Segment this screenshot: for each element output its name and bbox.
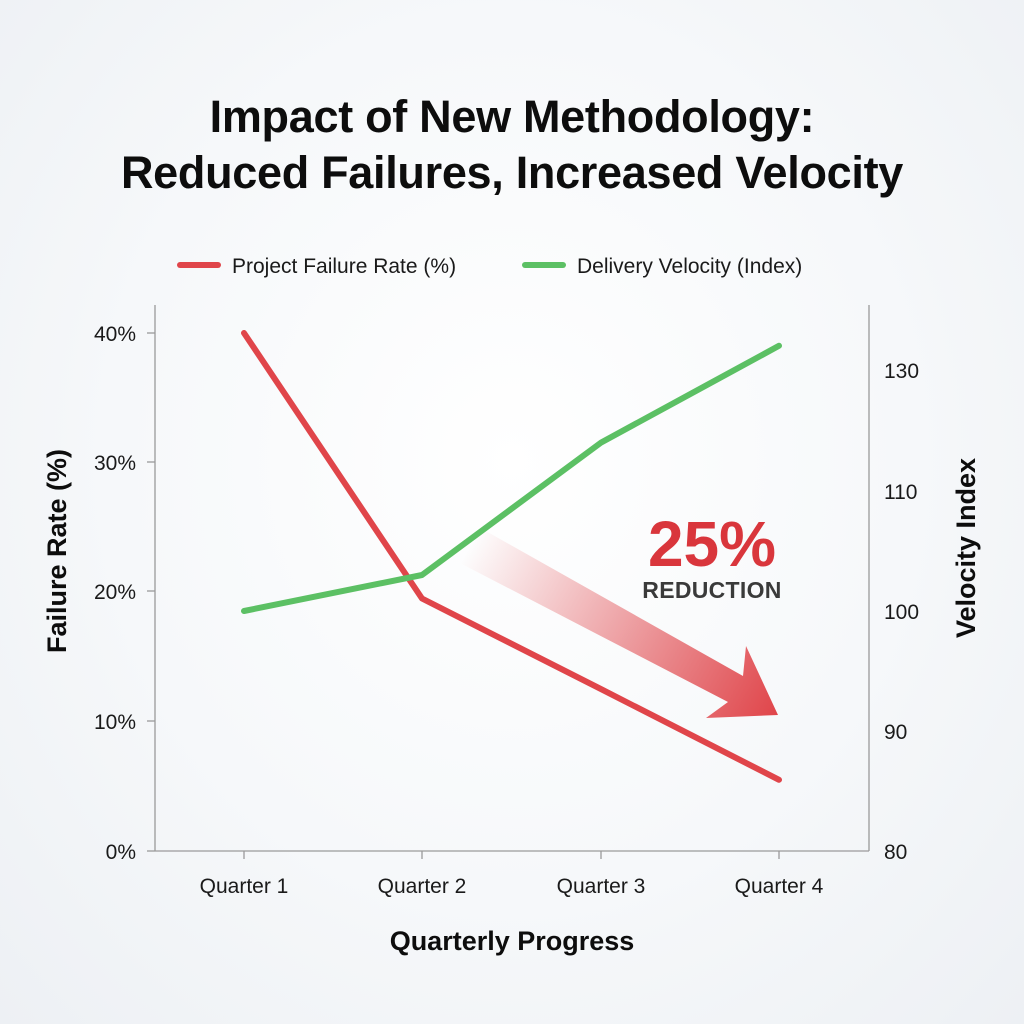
legend-label-failure-rate: Project Failure Rate (%) [232,255,456,278]
right-y-tick-label: 130 [884,360,919,383]
x-tick-label: Quarter 1 [200,875,289,898]
legend-label-velocity: Delivery Velocity (Index) [577,255,802,278]
x-tick-label: Quarter 2 [378,875,467,898]
chart-title-line-2: Reduced Failures, Increased Velocity [120,147,904,198]
left-y-tick-label: 20% [94,581,136,604]
series-line-velocity [241,342,782,614]
x-tick-label: Quarter 3 [557,875,646,898]
legend: Project Failure Rate (%) Delivery Veloci… [177,255,802,278]
right-y-tick-label: 110 [884,481,917,504]
left-y-axis-title: Failure Rate (%) [42,449,72,653]
right-y-axis-title: Velocity Index [951,458,981,638]
chart-title-line-1: Impact of New Methodology: [209,91,815,142]
reduction-callout-label: REDUCTION [642,577,781,603]
right-y-tick-labels: 80 90 100 110 130 [884,360,919,864]
right-y-tick-label: 100 [884,601,919,624]
right-y-tick-label: 80 [884,841,907,864]
left-y-tick-labels: 0% 10% 20% 30% 40% [94,323,136,864]
left-y-tick-label: 0% [106,841,136,864]
reduction-callout-value: 25% [648,508,776,580]
reduction-arrow [458,530,778,718]
x-axis-title: Quarterly Progress [390,926,635,956]
left-y-tick-label: 10% [94,711,136,734]
x-tick-label: Quarter 4 [735,875,824,898]
left-y-tick-label: 40% [94,323,136,346]
x-tick-labels: Quarter 1 Quarter 2 Quarter 3 Quarter 4 [200,875,824,898]
series-line-failure-rate [241,330,782,783]
left-y-tick-label: 30% [94,452,136,475]
right-y-tick-label: 90 [884,721,907,744]
axes [147,305,870,859]
